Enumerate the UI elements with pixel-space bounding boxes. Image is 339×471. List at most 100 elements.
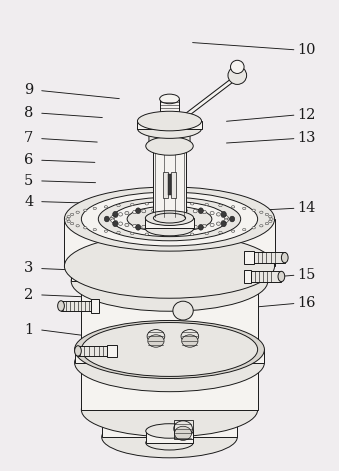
Ellipse shape bbox=[230, 216, 235, 222]
Ellipse shape bbox=[270, 218, 273, 220]
Ellipse shape bbox=[146, 137, 193, 155]
Text: 14: 14 bbox=[298, 201, 316, 215]
Text: 12: 12 bbox=[298, 108, 316, 122]
Ellipse shape bbox=[160, 233, 164, 236]
Ellipse shape bbox=[175, 233, 179, 236]
Ellipse shape bbox=[117, 204, 120, 207]
Ellipse shape bbox=[205, 232, 208, 235]
Polygon shape bbox=[171, 172, 176, 198]
Ellipse shape bbox=[142, 225, 146, 228]
Text: 16: 16 bbox=[298, 296, 316, 310]
Ellipse shape bbox=[104, 216, 109, 222]
Ellipse shape bbox=[198, 225, 203, 230]
Ellipse shape bbox=[225, 217, 229, 221]
Ellipse shape bbox=[242, 228, 246, 231]
Ellipse shape bbox=[102, 416, 237, 458]
Ellipse shape bbox=[173, 301, 193, 320]
Ellipse shape bbox=[278, 271, 285, 282]
Ellipse shape bbox=[228, 66, 247, 84]
Ellipse shape bbox=[219, 204, 222, 207]
Ellipse shape bbox=[252, 227, 255, 229]
Ellipse shape bbox=[221, 211, 226, 217]
Bar bbox=[61, 301, 98, 311]
Ellipse shape bbox=[136, 208, 141, 213]
Ellipse shape bbox=[113, 211, 118, 217]
Bar bbox=[247, 271, 281, 282]
Ellipse shape bbox=[145, 203, 148, 205]
Polygon shape bbox=[138, 121, 201, 129]
Ellipse shape bbox=[173, 209, 177, 212]
Ellipse shape bbox=[81, 336, 258, 390]
Ellipse shape bbox=[210, 223, 214, 227]
Text: 8: 8 bbox=[24, 106, 34, 120]
Ellipse shape bbox=[98, 197, 241, 241]
Ellipse shape bbox=[125, 211, 129, 215]
Ellipse shape bbox=[260, 211, 263, 213]
Ellipse shape bbox=[71, 213, 74, 216]
Ellipse shape bbox=[167, 226, 172, 231]
Ellipse shape bbox=[110, 217, 114, 221]
Ellipse shape bbox=[191, 203, 194, 205]
Polygon shape bbox=[64, 219, 275, 266]
Ellipse shape bbox=[162, 226, 166, 229]
Ellipse shape bbox=[131, 232, 134, 235]
Ellipse shape bbox=[162, 209, 166, 212]
Ellipse shape bbox=[84, 209, 87, 211]
Ellipse shape bbox=[147, 330, 165, 343]
Ellipse shape bbox=[127, 206, 212, 232]
Bar bbox=[251, 252, 285, 263]
Ellipse shape bbox=[76, 211, 79, 213]
Polygon shape bbox=[168, 174, 171, 195]
Polygon shape bbox=[75, 349, 264, 363]
Ellipse shape bbox=[224, 216, 228, 219]
Ellipse shape bbox=[181, 330, 199, 343]
Ellipse shape bbox=[148, 335, 164, 347]
Ellipse shape bbox=[221, 214, 225, 218]
Ellipse shape bbox=[183, 226, 187, 229]
Ellipse shape bbox=[160, 120, 179, 130]
Ellipse shape bbox=[160, 203, 164, 205]
Ellipse shape bbox=[145, 221, 194, 236]
Ellipse shape bbox=[198, 208, 203, 213]
Polygon shape bbox=[163, 172, 168, 198]
Polygon shape bbox=[160, 99, 179, 125]
Text: 15: 15 bbox=[298, 268, 316, 282]
Ellipse shape bbox=[142, 210, 146, 213]
Ellipse shape bbox=[210, 211, 214, 215]
Ellipse shape bbox=[75, 320, 264, 379]
Ellipse shape bbox=[219, 231, 222, 234]
Ellipse shape bbox=[113, 221, 118, 227]
Ellipse shape bbox=[202, 224, 206, 228]
Ellipse shape bbox=[138, 111, 201, 131]
Ellipse shape bbox=[193, 225, 197, 228]
Text: 7: 7 bbox=[24, 131, 34, 146]
Ellipse shape bbox=[67, 220, 71, 222]
Polygon shape bbox=[244, 251, 254, 264]
Ellipse shape bbox=[114, 220, 118, 224]
Ellipse shape bbox=[205, 203, 208, 206]
Ellipse shape bbox=[268, 216, 272, 218]
Polygon shape bbox=[91, 299, 99, 313]
Ellipse shape bbox=[265, 222, 268, 225]
Ellipse shape bbox=[146, 424, 193, 438]
Ellipse shape bbox=[64, 234, 275, 298]
Ellipse shape bbox=[182, 335, 198, 347]
Ellipse shape bbox=[111, 219, 115, 222]
Text: 6: 6 bbox=[24, 153, 34, 167]
Ellipse shape bbox=[167, 207, 172, 212]
Ellipse shape bbox=[71, 236, 268, 296]
Ellipse shape bbox=[114, 214, 118, 218]
Text: 4: 4 bbox=[24, 195, 34, 209]
Ellipse shape bbox=[76, 225, 79, 227]
Ellipse shape bbox=[231, 230, 235, 232]
Polygon shape bbox=[149, 122, 190, 149]
Ellipse shape bbox=[156, 120, 182, 130]
Polygon shape bbox=[102, 410, 237, 437]
Ellipse shape bbox=[138, 119, 201, 138]
Ellipse shape bbox=[136, 225, 141, 230]
Ellipse shape bbox=[145, 233, 148, 236]
Ellipse shape bbox=[58, 300, 64, 311]
Polygon shape bbox=[81, 363, 258, 410]
Polygon shape bbox=[153, 146, 186, 218]
Ellipse shape bbox=[131, 203, 134, 206]
